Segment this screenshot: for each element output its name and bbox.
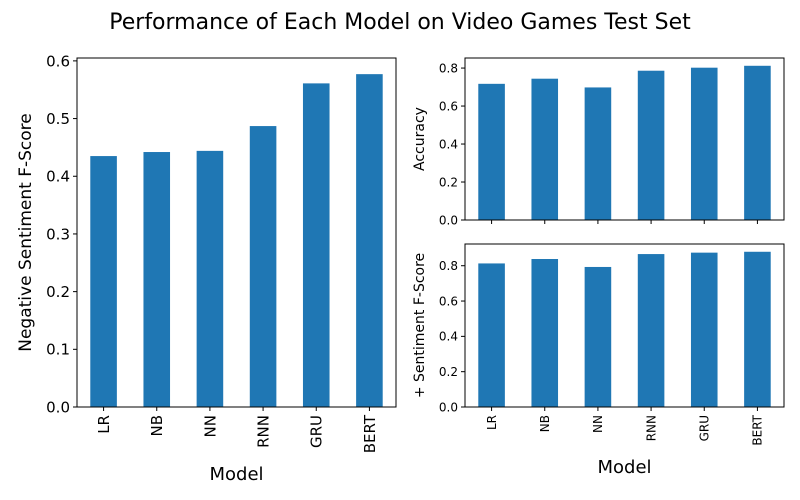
x-tick-label: NB [538,415,552,432]
y-tick-label: 0.0 [439,400,458,414]
x-tick-label: BERT [361,414,379,453]
y-axis-label: + Sentiment F-Score [412,253,428,398]
y-axis-label: Accuracy [412,107,428,171]
x-tick-label: LR [485,415,499,430]
y-tick-label: 0.2 [439,175,458,189]
bar-lr [478,263,505,407]
x-tick-label: NB [148,415,166,437]
bar-nn [196,150,224,407]
y-tick-label: 0.2 [46,283,70,301]
bar-rnn [637,254,665,407]
y-tick-label: 0.8 [439,259,458,273]
x-axis-label: Model [209,464,263,485]
y-tick-label: 0.0 [46,398,70,416]
bar-lr [90,156,117,407]
x-tick-label: RNN [644,415,658,441]
y-tick-label: 0.5 [46,110,70,128]
y-tick-label: 0.8 [439,61,458,75]
y-tick-label: 0.6 [439,294,458,308]
y-tick-label: 0.0 [439,213,458,227]
y-tick-label: 0.6 [46,52,70,70]
bar-lr [478,83,505,220]
y-axis-label: Negative Sentiment F-Score [16,113,36,352]
y-tick-label: 0.2 [439,365,458,379]
x-axis-label: Model [597,457,651,478]
y-tick-label: 0.6 [439,99,458,113]
bar-gru [302,83,330,407]
x-tick-label: RNN [254,415,272,448]
x-tick-label: BERT [751,414,765,445]
plot-frame [464,57,785,221]
y-tick-label: 0.4 [439,330,458,344]
x-tick-label: LR [95,415,113,434]
bar-bert [356,74,383,408]
chart-accuracy: 0.0 0.2 0.4 0.6 0.8 Accuracy [412,57,785,227]
plot-frame [76,57,397,408]
bar-gru [690,67,718,220]
bar-nb [143,152,171,407]
bar-bert [744,251,771,407]
bar-rnn [249,126,277,407]
plot-frame [464,243,785,408]
bar-rnn [637,70,665,220]
x-tick-label: NN [591,415,605,433]
y-tick-label: 0.4 [46,168,70,186]
figure-title: Performance of Each Model on Video Games… [109,10,691,35]
chart-positive-f-score: 0.0 0.2 0.4 0.6 0.8 LR NB NN RNN GRU BERT + Sentime… [412,243,785,478]
chart-negative-f-score: 0.0 0.1 0.2 0.3 0.4 0.5 0.6 LR NB NN RNN GRU BERT Neg… [16,52,397,485]
bar-bert [744,65,771,220]
bar-nb [531,78,559,220]
x-tick-label: NN [201,415,219,437]
bar-nn [584,266,612,407]
y-tick-label: 0.4 [439,137,458,151]
x-tick-label: GRU [308,415,326,448]
bar-nn [584,87,612,220]
y-tick-label: 0.3 [46,225,70,243]
x-tick-label: GRU [698,415,712,441]
bar-gru [690,252,718,407]
y-tick-label: 0.1 [46,341,70,359]
bar-nb [531,259,559,407]
